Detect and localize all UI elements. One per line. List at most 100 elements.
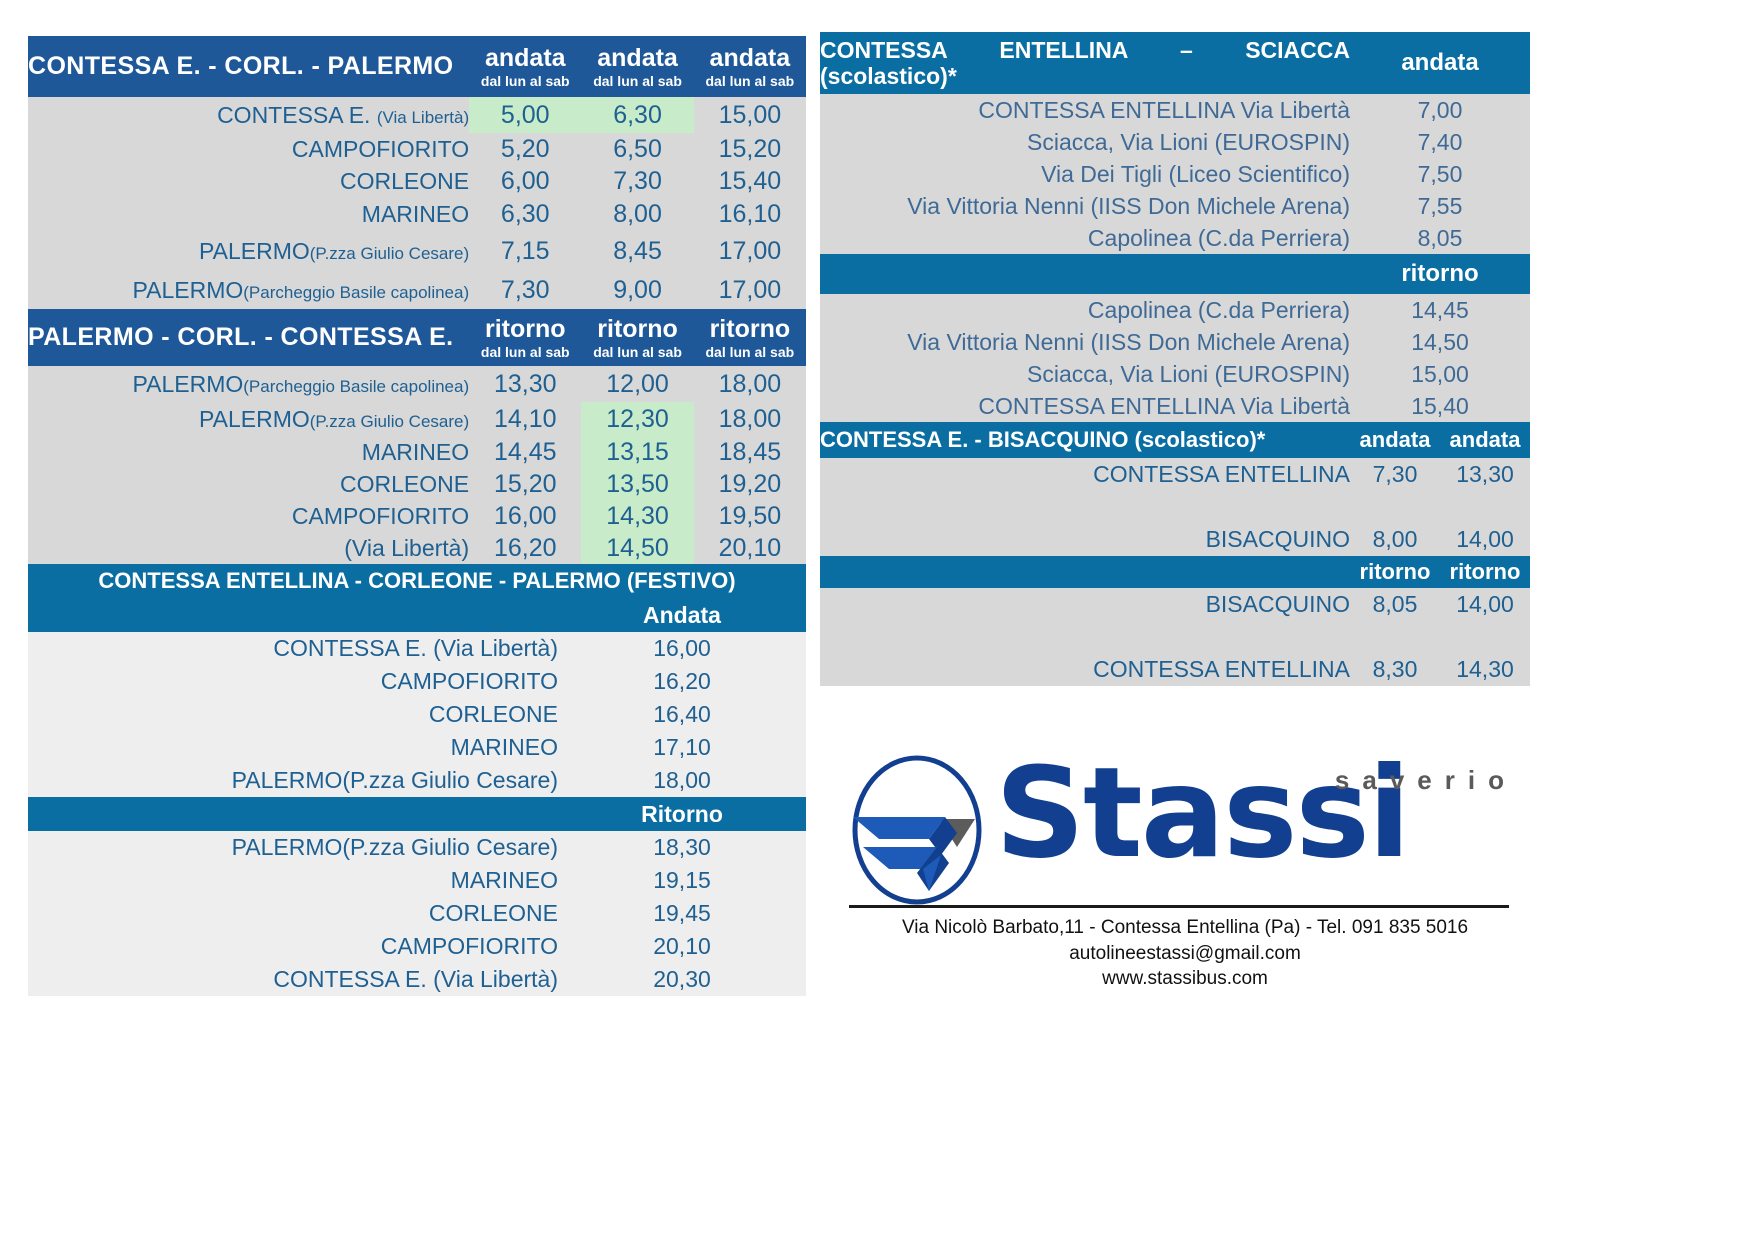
stop-name: PALERMO(Parcheggio Basile capolinea) [28,366,469,402]
time-cell: 8,45 [613,236,662,265]
table-row: BISACQUINO 8,00 14,00 [820,523,1530,556]
table-row: PALERMO(P.zza Giulio Cesare) 18,00 [28,764,806,797]
table-row: PALERMO(P.zza Giulio Cesare) 14,10 12,30… [28,402,806,436]
stop-name: CONTESSA ENTELLINA [1093,461,1350,487]
logo-saverio-text: saverio [1334,765,1517,795]
time-cell: 18,00 [718,369,782,398]
logo-divider [849,905,1509,908]
footer-address: Via Nicolò Barbato,11 - Contessa Entelli… [901,917,1469,938]
footer-email[interactable]: autolineestassi@gmail.com [1069,942,1301,964]
table-row: CORLEONE 19,45 [28,897,806,930]
stop-name: Via Dei Tigli (Liceo Scientifico) [1041,160,1350,187]
time-cell: 7,30 [613,166,662,195]
bisacquino-andata-label-2: andata [1440,422,1530,458]
sciacca-title: CONTESSA ENTELLINA – SCIACCA (scolastico… [820,32,1350,94]
stop-main: CAMPOFIORITO [291,135,470,162]
stop-main: PALERMO [198,237,310,264]
time-cell: 7,55 [1417,192,1463,219]
stop-name: PALERMO(Parcheggio Basile capolinea) [28,271,469,309]
table-row: CORLEONE 15,20 13,50 19,20 [28,468,806,500]
time-cell: 14,10 [493,404,557,433]
sciacca-title-row: CONTESSA ENTELLINA – SCIACCA (scolastico… [820,32,1530,94]
time-cell: 19,20 [718,469,782,498]
time-cell: 7,15 [500,236,550,265]
time-cell: 9,00 [613,275,662,304]
stop-name: CAMPOFIORITO [380,668,558,694]
logo-wrap: Stassi saverio [845,751,1525,908]
table-row: CORLEONE 16,40 [28,698,806,731]
festivo-spacer-2 [28,797,558,831]
time-cell: 14,50 [581,532,694,564]
table-row: MARINEO 17,10 [28,731,806,764]
table-row: CORLEONE 6,00 7,30 15,40 [28,165,806,197]
table-row: PALERMO(P.zza Giulio Cesare) 7,15 8,45 1… [28,231,806,271]
bisacquino-andata-label-1: andata [1350,422,1440,458]
festivo-ritorno-label: Ritorno [558,797,806,831]
footer-website[interactable]: www.stassibus.com [1102,968,1268,990]
bisacquino-title: CONTESSA E. - BISACQUINO (scolastico)* [820,422,1350,458]
stop-name: MARINEO [450,734,558,760]
stop-sub: (Parcheggio Basile capolinea) [243,376,470,396]
time-cell: 20,10 [653,933,711,959]
table-row: Capolinea (C.da Perriera) 8,05 [820,222,1530,254]
time-cell: 14,00 [1456,591,1514,617]
stop-main: PALERMO [132,276,244,303]
table-row: PALERMO(Parcheggio Basile capolinea) 7,3… [28,271,806,309]
contessa-palermo-table: CONTESSA E. - CORL. - PALERMO andata and… [28,36,806,564]
stop-name: Capolinea (C.da Perriera) [1087,224,1350,251]
sciacca-andata-label: andata [1350,32,1530,94]
table-row: BISACQUINO 8,05 14,00 [820,588,1530,621]
table-row: Sciacca, Via Lioni (EUROSPIN) 15,00 [820,358,1530,390]
logo-wordmark: Stassi [995,741,1411,886]
table-row: CAMPOFIORITO 16,00 14,30 19,50 [28,500,806,532]
andata-title-row: CONTESSA E. - CORL. - PALERMO andata and… [28,36,806,97]
bisacquino-title-row: CONTESSA E. - BISACQUINO (scolastico)* a… [820,422,1530,458]
table-row: (Via Libertà) 16,20 14,50 20,10 [28,532,806,564]
stop-main: CONTESSA E. [217,101,377,128]
subheader-ritorno-2: dal lun al sab [581,344,694,366]
stop-name [820,491,1350,523]
festivo-title-row: CONTESSA ENTELLINA - CORLEONE - PALERMO … [28,564,806,598]
sciacca-spacer [820,254,1350,294]
time-cell [1440,621,1530,653]
time-cell: 8,00 [1372,526,1418,552]
time-cell: 8,05 [1417,224,1463,251]
time-cell: 8,30 [1372,656,1418,682]
ritorno-subhead-row: dal lun al sab dal lun al sab dal lun al… [28,344,806,366]
stop-sub: (Parcheggio Basile capolinea) [243,282,470,302]
time-cell: 19,50 [718,501,782,530]
festivo-title: CONTESSA ENTELLINA - CORLEONE - PALERMO … [28,564,806,598]
stop-name: CAMPOFIORITO [28,133,469,165]
time-cell: 5,00 [469,97,582,133]
stop-name: BISACQUINO [1205,526,1350,552]
time-cell: 13,50 [581,468,694,500]
time-cell: 7,30 [1372,461,1418,487]
time-cell: 7,50 [1417,160,1463,187]
time-cell: 20,30 [653,966,711,992]
table-row: CONTESSA E. (Via Libertà) 5,00 6,30 15,0… [28,97,806,133]
stop-name: Sciacca, Via Lioni (EUROSPIN) [1027,360,1350,387]
time-cell: 16,40 [653,701,711,727]
stassi-bird-logo-icon [852,755,982,905]
table-row: Via Vittoria Nenni (IISS Don Michele Are… [820,326,1530,358]
table-row: CAMPOFIORITO 16,20 [28,665,806,698]
festivo-ritorno-header: Ritorno [28,797,806,831]
stop-name: Via Vittoria Nenni (IISS Don Michele Are… [907,328,1350,355]
stop-name: CONTESSA ENTELLINA [1093,656,1350,682]
time-cell: 20,10 [718,533,782,562]
footer-contact: Via Nicolò Barbato,11 - Contessa Entelli… [845,915,1525,992]
col-header-andata-2: andata [581,36,694,73]
table-row: CONTESSA E. (Via Libertà) 16,00 [28,632,806,665]
subheader-andata-2: dal lun al sab [581,73,694,97]
table-row: CONTESSA ENTELLINA Via Libertà 15,40 [820,390,1530,422]
stop-main: (Via Libertà) [344,534,470,561]
sciacca-ritorno-header: ritorno [820,254,1530,294]
time-cell: 14,30 [1456,656,1514,682]
time-cell: 8,05 [1372,591,1418,617]
stop-name: PALERMO(P.zza Giulio Cesare) [231,767,558,793]
stop-sub: (P.zza Giulio Cesare) [309,411,470,431]
table-row: CONTESSA E. (Via Libertà) 20,30 [28,963,806,996]
stop-name: CAMPOFIORITO [380,933,558,959]
subheader-andata-1: dal lun al sab [469,73,582,97]
